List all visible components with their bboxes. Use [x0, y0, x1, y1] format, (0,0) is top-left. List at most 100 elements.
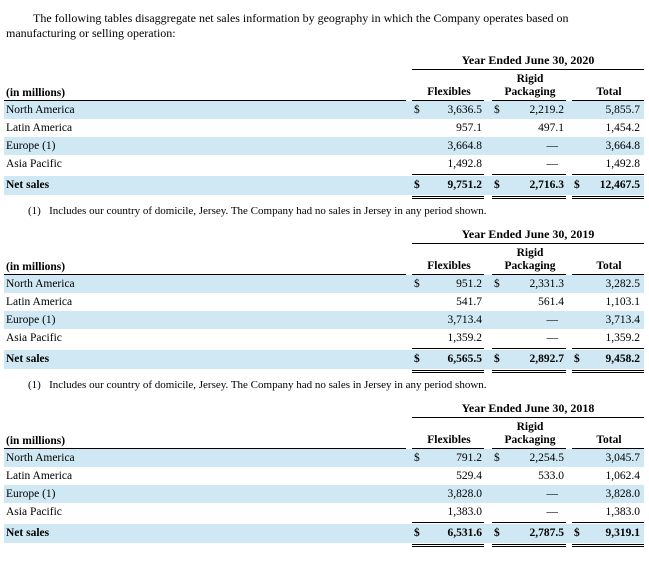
rigid-packaging-value: 497.1 [538, 122, 564, 134]
header-rule [572, 100, 644, 101]
table-row: Europe (1) 3,664.8 — 3,664.8 [4, 137, 644, 155]
currency-symbol: $ [494, 527, 500, 539]
row-label: North America [6, 104, 75, 116]
subtotal-rule [412, 348, 484, 349]
column-header-row: (in millions) Flexibles Rigid Packaging Tota… [4, 70, 644, 100]
total-value: 1,454.2 [605, 122, 641, 134]
subtotal-rule [412, 522, 484, 523]
header-rule [492, 448, 566, 449]
row-label: Asia Pacific [6, 506, 62, 518]
net-sales-total: 9,319.1 [605, 527, 641, 539]
subtotal-rule [412, 174, 484, 175]
table-row: Asia Pacific 1,492.8 — 1,492.8 [4, 155, 644, 173]
rigid-packaging-header: Rigid Packaging [492, 421, 568, 447]
currency-symbol: $ [414, 353, 420, 365]
column-header-row: (in millions) Flexibles Rigid Packaging Tota… [4, 244, 644, 274]
table-row: Latin America 541.7 561.4 1,103.1 [4, 293, 644, 311]
row-label: Asia Pacific [6, 158, 62, 170]
header-rule [4, 100, 406, 101]
rigid-packaging-value: — [546, 158, 559, 170]
rigid-packaging-value: — [546, 314, 559, 326]
flexibles-value: 541.7 [456, 296, 482, 308]
rigid-header-line2: Packaging [504, 260, 556, 272]
rigid-packaging-value: — [546, 506, 559, 518]
rigid-packaging-value: — [546, 140, 559, 152]
flexibles-value: 1,492.8 [447, 158, 483, 170]
header-rule [4, 274, 406, 275]
subtotal-rule [572, 174, 644, 175]
flexibles-header: Flexibles [427, 86, 471, 98]
total-value: 1,359.2 [605, 332, 641, 344]
total-header: Total [596, 434, 622, 446]
table-row: Asia Pacific 1,383.0 — 1,383.0 [4, 503, 644, 521]
flexibles-value: 951.2 [456, 278, 482, 290]
period-header: Year Ended June 30, 2019 [412, 227, 644, 244]
flexibles-value: 1,383.0 [447, 506, 483, 518]
net-sales-total: 12,467.5 [599, 179, 640, 191]
rigid-packaging-value: 561.4 [538, 296, 564, 308]
header-rule [572, 448, 644, 449]
footnote: (1) Includes our country of domicile, Je… [28, 379, 487, 391]
total-double-rule [412, 544, 484, 547]
currency-symbol: $ [574, 527, 580, 539]
total-value: 3,664.8 [605, 140, 641, 152]
table-row: Latin America 957.1 497.1 1,454.2 [4, 119, 644, 137]
rigid-packaging-header: Rigid Packaging [492, 73, 568, 99]
rigid-header-line1: Rigid [516, 247, 544, 259]
table-row: Asia Pacific 1,359.2 — 1,359.2 [4, 329, 644, 347]
rigid-packaging-value: 2,331.3 [529, 278, 565, 290]
total-value: 5,855.7 [605, 104, 641, 116]
header-rule [412, 274, 484, 275]
currency-symbol: $ [494, 104, 500, 116]
row-label: Europe (1) [6, 488, 56, 500]
rigid-header-line2: Packaging [504, 434, 556, 446]
rigid-header-line2: Packaging [504, 86, 556, 98]
unit-label: (in millions) [6, 261, 66, 273]
total-value: 1,492.8 [605, 158, 641, 170]
net-sales-row: Net sales $ $ $6,565.5 2,892.7 9,458.2 [4, 350, 644, 369]
rigid-header-line1: Rigid [516, 421, 544, 433]
net-sales-table: Year Ended June 30, 2020 (in millions) Fle… [4, 53, 644, 218]
row-label: North America [6, 452, 75, 464]
header-rule [572, 274, 644, 275]
total-double-rule [492, 370, 566, 373]
flexibles-value: 957.1 [456, 122, 482, 134]
total-value: 3,713.4 [605, 314, 641, 326]
intro-paragraph: The following tables disaggregate net sa… [6, 11, 636, 41]
table-row: Latin America 529.4 533.0 1,062.4 [4, 467, 644, 485]
flexibles-value: 791.2 [456, 452, 482, 464]
total-value: 3,828.0 [605, 488, 641, 500]
currency-symbol: $ [494, 278, 500, 290]
row-label: Latin America [6, 122, 73, 134]
total-header: Total [596, 86, 622, 98]
net-sales-table: Year Ended June 30, 2019 (in millions) Fle… [4, 227, 644, 392]
flexibles-total: 9,751.2 [447, 179, 483, 191]
header-rule [492, 100, 566, 101]
unit-label: (in millions) [6, 435, 66, 447]
total-double-rule [572, 370, 644, 373]
rigid-packaging-value: 2,219.2 [529, 104, 565, 116]
net-sales-label: Net sales [6, 527, 50, 539]
period-header: Year Ended June 30, 2018 [412, 401, 644, 418]
currency-symbol: $ [494, 179, 500, 191]
row-label: Latin America [6, 296, 73, 308]
intro-text: The following tables disaggregate net sa… [6, 11, 569, 40]
row-label: Europe (1) [6, 140, 56, 152]
currency-symbol: $ [414, 179, 420, 191]
flexibles-total: 6,531.6 [447, 527, 483, 539]
net-sales-table: Year Ended June 30, 2018 (in millions) Fle… [4, 401, 644, 566]
row-label: Asia Pacific [6, 332, 62, 344]
net-sales-label: Net sales [6, 353, 50, 365]
currency-symbol: $ [414, 278, 420, 290]
flexibles-value: 3,636.5 [447, 104, 483, 116]
total-double-rule [492, 196, 566, 199]
total-value: 3,045.7 [605, 452, 641, 464]
currency-symbol: $ [414, 104, 420, 116]
column-header-row: (in millions) Flexibles Rigid Packaging Tota… [4, 418, 644, 448]
unit-label: (in millions) [6, 87, 66, 99]
currency-symbol: $ [414, 452, 420, 464]
currency-symbol: $ [574, 179, 580, 191]
subtotal-rule [572, 348, 644, 349]
flexibles-value: 3,664.8 [447, 140, 483, 152]
subtotal-rule [492, 348, 566, 349]
